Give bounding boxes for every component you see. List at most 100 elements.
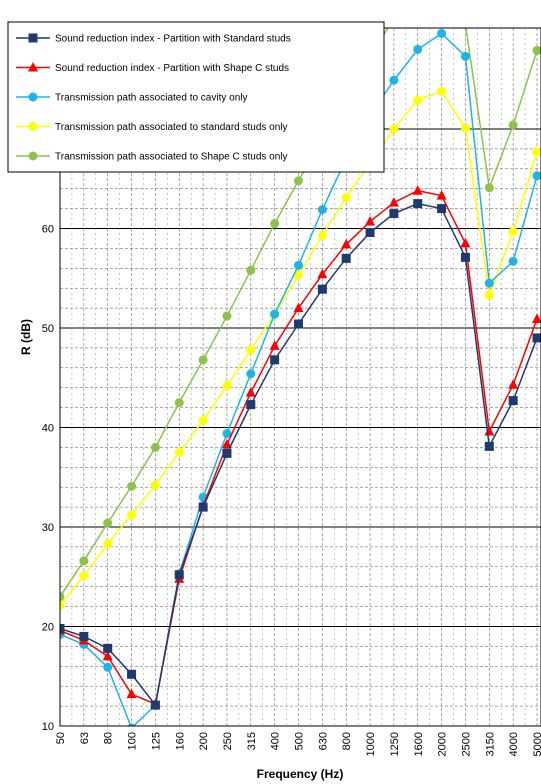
data-point [103, 662, 113, 672]
data-point [484, 183, 494, 193]
data-point [436, 190, 447, 200]
series-2 [60, 185, 541, 709]
y-tick-label: 20 [42, 622, 54, 634]
x-tick-label: 500 [294, 732, 306, 750]
y-tick-label: 40 [42, 423, 54, 435]
data-point [388, 197, 399, 207]
legend-label: Sound reduction index - Partition with S… [55, 63, 289, 74]
y-tick-label: 10 [42, 721, 54, 733]
data-point [222, 448, 232, 458]
data-point [413, 95, 423, 105]
data-point [150, 700, 160, 710]
legend-label: Transmission path associated to cavity o… [55, 93, 248, 104]
x-tick-label: 250 [222, 732, 234, 750]
data-point [127, 669, 137, 679]
legend: Sound reduction index - Partition with S… [7, 21, 385, 173]
legend-label: Transmission path associated to standard… [55, 122, 288, 133]
data-point [79, 556, 89, 566]
data-point [28, 92, 38, 102]
x-tick-label: 125 [150, 732, 162, 750]
data-point [484, 425, 495, 436]
data-point [294, 176, 303, 186]
data-point [484, 441, 494, 451]
data-point [365, 227, 375, 237]
data-point [198, 502, 208, 512]
data-point [221, 438, 232, 449]
data-point [532, 45, 541, 55]
data-point [246, 369, 256, 379]
legend-entry: Transmission path associated to cavity o… [16, 92, 248, 104]
data-point [28, 151, 38, 161]
legend-entry: Transmission path associated to Shape C … [16, 151, 288, 163]
series-1 [60, 199, 541, 710]
data-point [294, 319, 303, 329]
data-point [413, 44, 423, 54]
data-point [317, 268, 328, 279]
x-tick-label: 100 [127, 732, 139, 750]
x-tick-label: 1600 [413, 732, 425, 756]
legend-box [7, 21, 385, 173]
data-point [103, 518, 113, 528]
data-point [460, 237, 471, 248]
data-point [246, 265, 256, 275]
x-tick-label: 1250 [389, 732, 401, 756]
data-point [341, 193, 351, 203]
data-point [127, 723, 136, 726]
x-tick-label: 160 [174, 732, 186, 750]
data-point [246, 400, 256, 410]
data-point [198, 416, 208, 426]
data-point [60, 623, 65, 633]
data-point [460, 51, 470, 61]
data-point [437, 204, 447, 214]
data-point [150, 480, 160, 490]
x-tick-label: 3150 [484, 732, 496, 756]
data-point [484, 278, 494, 288]
data-point [317, 230, 327, 240]
data-point [60, 592, 65, 602]
data-point [79, 571, 89, 581]
x-tick-label: 800 [341, 732, 353, 750]
data-point [28, 122, 38, 131]
x-tick-label: 63 [79, 732, 91, 744]
data-point [484, 290, 494, 300]
data-point [437, 28, 447, 38]
legend-entry: Sound reduction index - Partition with S… [16, 33, 291, 45]
data-point [389, 75, 399, 85]
x-tick-label: 315 [246, 732, 258, 750]
data-point [508, 396, 518, 406]
data-point [294, 270, 303, 280]
x-tick-label: 4000 [508, 732, 520, 756]
data-point [532, 313, 541, 324]
data-point [126, 688, 137, 699]
data-point [270, 355, 280, 365]
data-point [508, 379, 519, 389]
data-point [150, 442, 160, 452]
data-point [79, 631, 89, 641]
y-tick-label: 60 [42, 224, 54, 236]
x-tick-label: 1000 [365, 732, 377, 756]
data-point [174, 398, 184, 408]
data-point [341, 253, 351, 263]
data-point [222, 381, 232, 391]
x-axis-title: Frequency (Hz) [257, 767, 344, 781]
data-point [389, 209, 399, 219]
data-point [365, 216, 376, 226]
x-tick-label: 5000 [532, 732, 541, 756]
x-tick-label: 80 [103, 732, 115, 744]
x-tick-label: 50 [55, 732, 67, 744]
series-layer [60, 28, 541, 726]
data-point [532, 171, 541, 181]
x-tick-labels: 50 63 80 100 125 160 200 250 315 400 500 630 800 1000… [55, 732, 541, 756]
data-point [127, 481, 137, 491]
x-tick-label: 630 [317, 732, 329, 750]
legend-entry: Sound reduction index - Partition with S… [16, 62, 289, 74]
data-point [198, 355, 208, 365]
data-point [460, 252, 470, 262]
data-point [246, 345, 256, 355]
data-point [508, 226, 518, 236]
legend-label: Transmission path associated to Shape C … [55, 152, 288, 163]
data-point [270, 219, 280, 229]
data-point [245, 387, 256, 397]
data-point [174, 447, 184, 457]
